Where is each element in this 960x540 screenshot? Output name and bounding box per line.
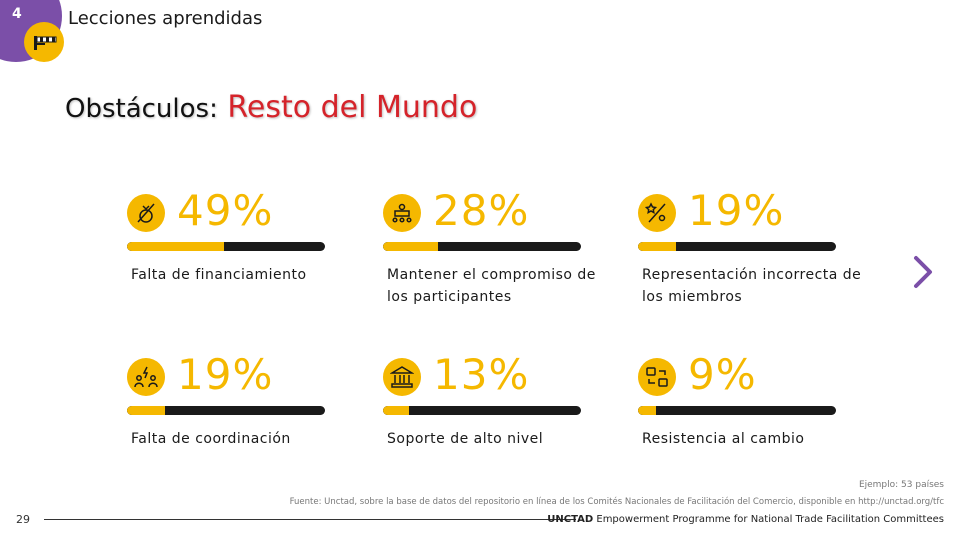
change-arrows-icon <box>646 367 668 387</box>
progress-fill <box>638 406 656 415</box>
stat-label: Resistencia al cambio <box>642 431 805 447</box>
section-title: Lecciones aprendidas <box>68 8 263 29</box>
progress-track <box>127 406 325 415</box>
section-number: 4 <box>12 6 22 22</box>
stat-label: Representación incorrecta de los miembro… <box>642 267 862 305</box>
moneybag-slash-icon <box>137 203 155 223</box>
page-title: Obstáculos: Resto del Mundo <box>65 90 477 125</box>
stat-percent: 19% <box>688 186 785 235</box>
progress-fill <box>383 242 439 251</box>
title-prefix: Obstáculos: <box>65 94 218 124</box>
footer-divider <box>44 519 576 520</box>
wrong-representation-icon <box>645 202 666 223</box>
source-note: Fuente: Unctad, sobre la base de datos d… <box>289 497 944 507</box>
stat-percent: 13% <box>433 350 530 399</box>
stat-icon-badge <box>127 358 165 396</box>
next-chevron-icon[interactable] <box>906 254 938 290</box>
progress-fill <box>638 242 676 251</box>
stat-label: Mantener el compromiso de los participan… <box>387 267 596 305</box>
org-program: Empowerment Programme for National Trade… <box>596 514 944 525</box>
stat-percent: 9% <box>688 350 757 399</box>
stat-percent: 28% <box>433 186 530 235</box>
progress-fill <box>127 242 225 251</box>
progress-track <box>383 242 581 251</box>
corner-badge <box>24 22 64 62</box>
stat-icon-badge <box>383 194 421 232</box>
stat-icon-badge <box>127 194 165 232</box>
progress-fill <box>127 406 165 415</box>
stat-label: Falta de coordinación <box>131 431 291 447</box>
title-highlight: Resto del Mundo <box>227 90 478 125</box>
meeting-table-icon <box>392 203 412 223</box>
conflict-people-icon <box>134 366 158 388</box>
stat-percent: 49% <box>177 186 274 235</box>
progress-track <box>383 406 581 415</box>
progress-track <box>638 242 836 251</box>
stat-percent: 19% <box>177 350 274 399</box>
stat-label: Soporte de alto nivel <box>387 431 544 447</box>
page-number: 29 <box>16 513 30 526</box>
progress-track <box>127 242 325 251</box>
stat-icon-badge <box>383 358 421 396</box>
org-name: UNCTAD <box>547 514 594 525</box>
progress-fill <box>383 406 409 415</box>
sample-note: Ejemplo: 53 países <box>858 480 944 490</box>
footer-organization: UNCTAD Empowerment Programme for Nationa… <box>547 514 944 525</box>
stat-icon-badge <box>638 194 676 232</box>
progress-track <box>638 406 836 415</box>
barrier-icon <box>34 36 57 50</box>
stat-icon-badge <box>638 358 676 396</box>
government-building-icon <box>390 366 414 388</box>
stat-label: Falta de financiamiento <box>131 267 307 283</box>
